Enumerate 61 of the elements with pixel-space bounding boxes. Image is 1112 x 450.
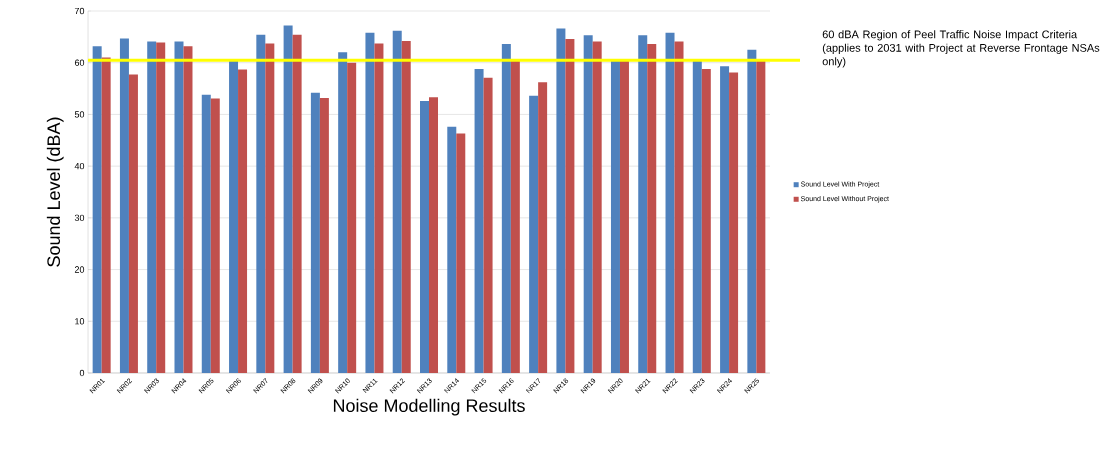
x-axis-title: Noise Modelling Results bbox=[333, 398, 525, 416]
y-tick-label: 60 bbox=[74, 59, 85, 66]
bar bbox=[729, 72, 739, 373]
bar bbox=[638, 35, 648, 373]
bar bbox=[92, 46, 102, 373]
bar bbox=[565, 38, 575, 373]
bar bbox=[665, 32, 675, 373]
y-tick-label: 40 bbox=[74, 162, 85, 170]
bar bbox=[265, 43, 275, 373]
bar bbox=[501, 44, 511, 373]
bar bbox=[365, 32, 375, 373]
bar bbox=[101, 57, 111, 373]
bar bbox=[147, 41, 157, 373]
bar bbox=[210, 98, 220, 373]
bar bbox=[674, 41, 684, 373]
bar bbox=[583, 35, 593, 373]
bar bbox=[756, 60, 766, 373]
bar bbox=[447, 126, 457, 373]
bar bbox=[647, 44, 657, 373]
bar bbox=[292, 34, 302, 373]
bar bbox=[556, 28, 566, 373]
bar bbox=[156, 42, 166, 373]
bar bbox=[283, 25, 293, 373]
bar bbox=[610, 60, 620, 373]
bar bbox=[692, 60, 702, 373]
bar bbox=[119, 38, 129, 373]
y-tick-label: 0 bbox=[79, 369, 85, 377]
y-tick-label: 30 bbox=[74, 214, 85, 222]
bar bbox=[238, 69, 248, 373]
bar bbox=[374, 43, 384, 373]
y-tick-label: 50 bbox=[74, 111, 85, 118]
bar bbox=[747, 49, 757, 373]
bar bbox=[483, 77, 493, 373]
y-tick-label: 20 bbox=[74, 266, 85, 273]
bar bbox=[401, 41, 411, 373]
bar bbox=[174, 41, 184, 373]
bar bbox=[201, 94, 211, 373]
bar bbox=[338, 52, 348, 373]
bar bbox=[592, 41, 602, 373]
bar bbox=[529, 95, 539, 373]
bar bbox=[128, 74, 138, 373]
bar bbox=[720, 66, 730, 373]
bar bbox=[392, 30, 402, 373]
y-tick-label: 10 bbox=[75, 318, 85, 325]
bar bbox=[229, 60, 239, 373]
bar bbox=[256, 34, 266, 373]
ref-line-label: 60 dBA Region of Peel Traffic Noise Impact Criteria (applies to 2031 with Project at Reverse Frontage NSAs only) bbox=[822, 30, 1100, 68]
bar bbox=[456, 133, 466, 373]
bar bbox=[538, 82, 548, 373]
bar bbox=[474, 68, 484, 373]
y-tick-label: 70 bbox=[74, 7, 85, 15]
bar bbox=[183, 46, 193, 373]
bar bbox=[701, 68, 711, 373]
bar bbox=[420, 100, 430, 373]
bar bbox=[319, 97, 329, 373]
y-axis-title: Sound Level (dBA) bbox=[46, 117, 64, 267]
bar bbox=[619, 59, 629, 373]
bar bbox=[510, 60, 520, 373]
bar bbox=[310, 92, 320, 373]
bar bbox=[347, 62, 357, 373]
bar bbox=[429, 97, 439, 373]
